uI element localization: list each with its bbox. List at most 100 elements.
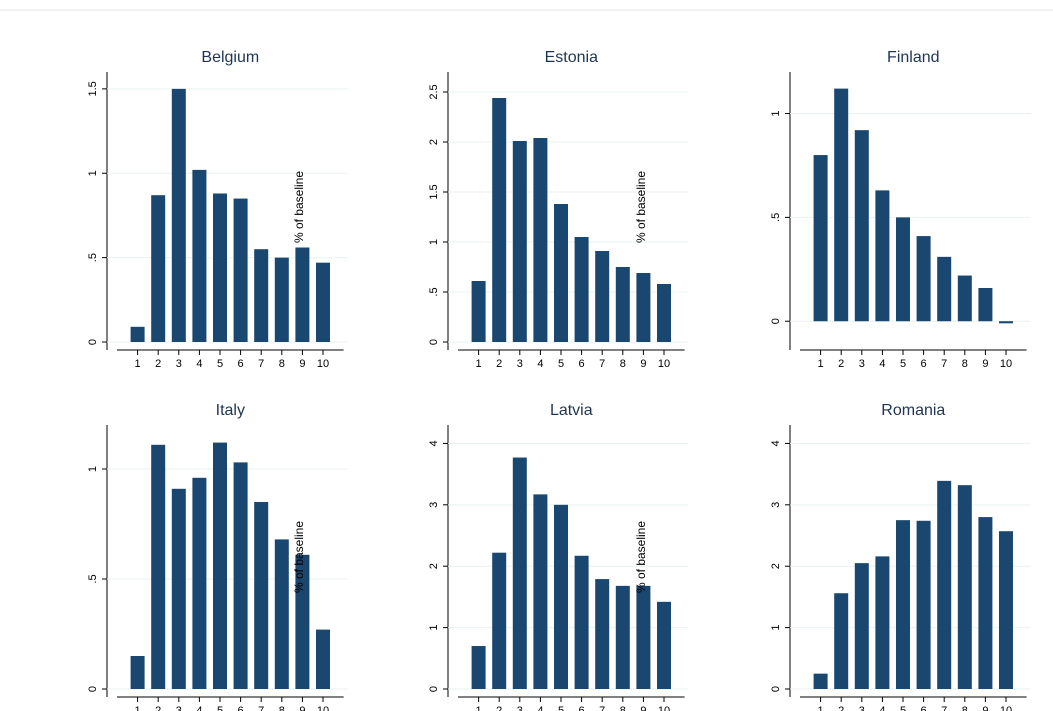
bar <box>978 288 993 322</box>
y-tick-label: 1 <box>428 239 440 245</box>
x-tick-label: 5 <box>217 358 223 370</box>
bar <box>192 477 207 689</box>
bar <box>978 517 993 689</box>
x-tick-label: 2 <box>838 358 844 370</box>
y-tick-label: 2 <box>428 563 440 569</box>
x-tick-label: 10 <box>658 705 670 711</box>
bar <box>615 585 630 689</box>
bar <box>834 88 849 322</box>
bar <box>896 520 910 689</box>
panel-title: Italy <box>216 402 245 419</box>
x-tick-label: 9 <box>640 705 646 711</box>
x-tick-label: 6 <box>921 705 927 711</box>
y-axis-label: % of baseline <box>634 521 648 593</box>
bar <box>657 601 671 689</box>
x-tick-label: 4 <box>879 705 885 711</box>
x-tick-label: 4 <box>879 358 885 370</box>
x-tick-label: 2 <box>496 705 502 711</box>
bar <box>295 554 310 689</box>
x-tick-label: 7 <box>258 358 264 370</box>
bar <box>957 485 972 689</box>
y-tick-label: 0 <box>770 318 782 324</box>
y-tick-label: 1 <box>770 625 782 631</box>
y-tick-label: 1 <box>87 170 99 176</box>
bar <box>533 138 548 342</box>
x-tick-label: 4 <box>537 705 543 711</box>
bar <box>254 502 269 689</box>
panel-title: Romania <box>881 402 945 419</box>
x-tick-label: 10 <box>658 358 670 370</box>
y-tick-label: 0 <box>428 339 440 345</box>
x-tick-label: 2 <box>155 705 161 711</box>
x-tick-label: 5 <box>217 705 223 711</box>
bar <box>151 195 166 342</box>
bar <box>937 480 952 689</box>
x-tick-label: 1 <box>135 705 141 711</box>
x-tick-label: 1 <box>476 705 482 711</box>
x-tick-label: 8 <box>620 705 626 711</box>
y-tick-label: 1 <box>428 625 440 631</box>
y-tick-label: 0 <box>87 686 99 692</box>
bar <box>875 190 890 322</box>
bar <box>554 504 568 689</box>
y-tick-label: 4 <box>428 440 440 446</box>
x-tick-label: 6 <box>238 705 244 711</box>
x-tick-label: 1 <box>135 358 141 370</box>
bar <box>192 169 207 342</box>
bar <box>636 273 651 342</box>
bar <box>554 204 568 342</box>
y-tick-label: 2 <box>428 139 440 145</box>
bar <box>615 267 630 342</box>
x-tick-label: 2 <box>155 358 161 370</box>
bar <box>533 494 548 689</box>
bar <box>574 555 589 689</box>
x-tick-label: 8 <box>279 358 285 370</box>
y-axis-label: % of baseline <box>292 171 306 243</box>
x-tick-label: 8 <box>962 705 968 711</box>
bar <box>233 198 248 342</box>
y-tick-label: 3 <box>428 502 440 508</box>
y-tick-label: 3 <box>770 502 782 508</box>
bar <box>151 444 166 689</box>
x-tick-label: 1 <box>818 705 824 711</box>
x-tick-label: 3 <box>859 705 865 711</box>
bar <box>471 281 486 342</box>
x-tick-label: 7 <box>599 705 605 711</box>
x-tick-label: 6 <box>579 705 585 711</box>
bar <box>937 256 952 322</box>
bar <box>274 539 289 689</box>
x-tick-label: 1 <box>818 358 824 370</box>
x-tick-label: 4 <box>537 358 543 370</box>
x-tick-label: 7 <box>599 358 605 370</box>
bar <box>471 646 486 689</box>
bar <box>171 88 186 342</box>
x-tick-label: 6 <box>238 358 244 370</box>
y-tick-label: .5 <box>770 213 782 222</box>
x-tick-label: 8 <box>279 705 285 711</box>
y-tick-label: 1 <box>87 466 99 472</box>
bar <box>492 98 507 342</box>
bar <box>512 457 527 689</box>
x-tick-label: 8 <box>620 358 626 370</box>
x-tick-label: 3 <box>176 358 182 370</box>
x-tick-label: 9 <box>299 705 305 711</box>
x-tick-label: 3 <box>859 358 865 370</box>
x-tick-label: 4 <box>196 358 202 370</box>
x-tick-label: 10 <box>317 358 329 370</box>
bar <box>130 326 145 342</box>
bar <box>834 593 849 689</box>
x-tick-label: 8 <box>962 358 968 370</box>
bar <box>896 217 910 322</box>
bar <box>512 141 527 342</box>
x-tick-label: 5 <box>900 705 906 711</box>
panel-title: Estonia <box>545 49 598 66</box>
panel-title: Belgium <box>201 49 259 66</box>
y-tick-label: 0 <box>770 686 782 692</box>
y-tick-label: .5 <box>87 253 99 262</box>
x-tick-label: 10 <box>1000 705 1012 711</box>
y-tick-label: 4 <box>770 440 782 446</box>
y-tick-label: 1.5 <box>87 81 99 96</box>
x-tick-label: 6 <box>921 358 927 370</box>
panel-title: Finland <box>887 49 939 66</box>
